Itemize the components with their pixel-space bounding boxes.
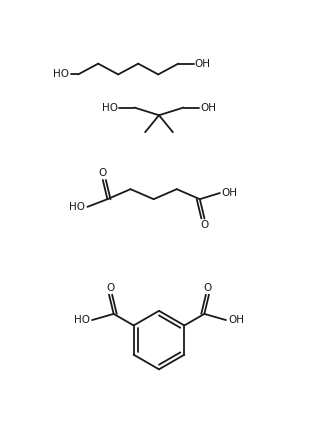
- Text: O: O: [106, 283, 115, 293]
- Text: HO: HO: [53, 69, 69, 80]
- Text: OH: OH: [194, 59, 210, 69]
- Text: HO: HO: [102, 102, 118, 113]
- Text: OH: OH: [228, 315, 244, 325]
- Text: HO: HO: [74, 315, 90, 325]
- Text: O: O: [200, 220, 209, 230]
- Text: O: O: [203, 283, 211, 293]
- Text: O: O: [99, 168, 107, 178]
- Text: HO: HO: [69, 202, 86, 212]
- Text: OH: OH: [200, 102, 216, 113]
- Text: OH: OH: [222, 188, 238, 198]
